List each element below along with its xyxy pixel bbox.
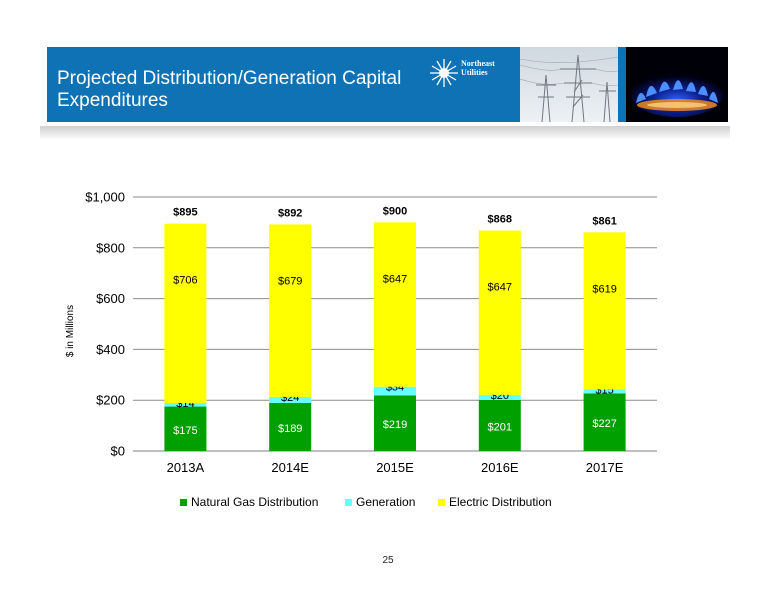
total-label: $892 xyxy=(278,207,302,219)
power-pylon-photo xyxy=(520,47,618,122)
x-tick-label: 2013A xyxy=(167,460,205,475)
company-logo: Northeast Utilities xyxy=(427,53,517,93)
y-tick-label: $400 xyxy=(96,342,125,357)
bar-segment-electric-distribution xyxy=(374,222,416,387)
y-tick-label: $600 xyxy=(96,291,125,306)
y-tick-label: $1,000 xyxy=(85,190,125,205)
legend-swatch xyxy=(438,499,445,506)
bar-segment-electric-distribution xyxy=(478,230,521,395)
bar-segment-electric-distribution xyxy=(269,224,312,397)
y-tick-label: $0 xyxy=(111,444,125,459)
bar-segment-electric-distribution xyxy=(164,223,207,403)
bar-segment-generation xyxy=(478,394,521,400)
data-label: $201 xyxy=(488,421,512,433)
bar-segment-natural-gas-distribution xyxy=(583,393,626,451)
x-tick-label: 2016E xyxy=(481,460,519,475)
header-shadow xyxy=(40,126,730,140)
bar-segment-generation xyxy=(374,386,416,396)
total-label: $900 xyxy=(383,205,407,217)
y-tick-label: $200 xyxy=(96,393,125,408)
data-label: $619 xyxy=(592,283,616,295)
data-label: $647 xyxy=(383,273,407,285)
total-label: $895 xyxy=(173,207,197,219)
x-tick-label: 2014E xyxy=(271,460,309,475)
data-label: $189 xyxy=(278,423,302,435)
total-label: $868 xyxy=(488,214,512,226)
legend-label: Electric Distribution xyxy=(449,495,552,509)
data-label: $175 xyxy=(173,425,197,437)
data-label: $647 xyxy=(488,282,512,294)
bar-segment-generation xyxy=(269,396,312,403)
x-tick-label: 2015E xyxy=(376,460,414,475)
data-label: $706 xyxy=(173,275,197,287)
bar-segment-generation xyxy=(583,389,626,394)
bar-segment-electric-distribution xyxy=(583,232,626,390)
y-axis-label: $ in Millions xyxy=(65,305,76,357)
y-tick-label: $800 xyxy=(96,240,125,255)
bar-segment-natural-gas-distribution xyxy=(269,402,312,451)
page-title: Projected Distribution/Generation Capita… xyxy=(57,68,402,111)
data-label: $219 xyxy=(383,419,407,431)
bar-segment-generation xyxy=(164,402,207,407)
bar-segment-natural-gas-distribution xyxy=(374,395,416,451)
header-banner: Projected Distribution/Generation Capita… xyxy=(47,47,728,122)
legend-label: Natural Gas Distribution xyxy=(191,495,318,509)
x-tick-label: 2017E xyxy=(586,460,624,475)
legend-swatch xyxy=(345,499,352,506)
total-label: $861 xyxy=(592,215,616,227)
bar-segment-natural-gas-distribution xyxy=(164,406,207,451)
sunburst-logo-icon xyxy=(430,59,458,87)
logo-text: Northeast Utilities xyxy=(461,59,495,77)
legend-label: Generation xyxy=(356,495,415,509)
data-label: $679 xyxy=(278,275,302,287)
legend-swatch xyxy=(180,499,187,506)
gas-flame-photo xyxy=(626,47,728,122)
data-label: $227 xyxy=(592,418,616,430)
page-number: 25 xyxy=(382,555,394,566)
bar-segment-natural-gas-distribution xyxy=(478,399,521,451)
